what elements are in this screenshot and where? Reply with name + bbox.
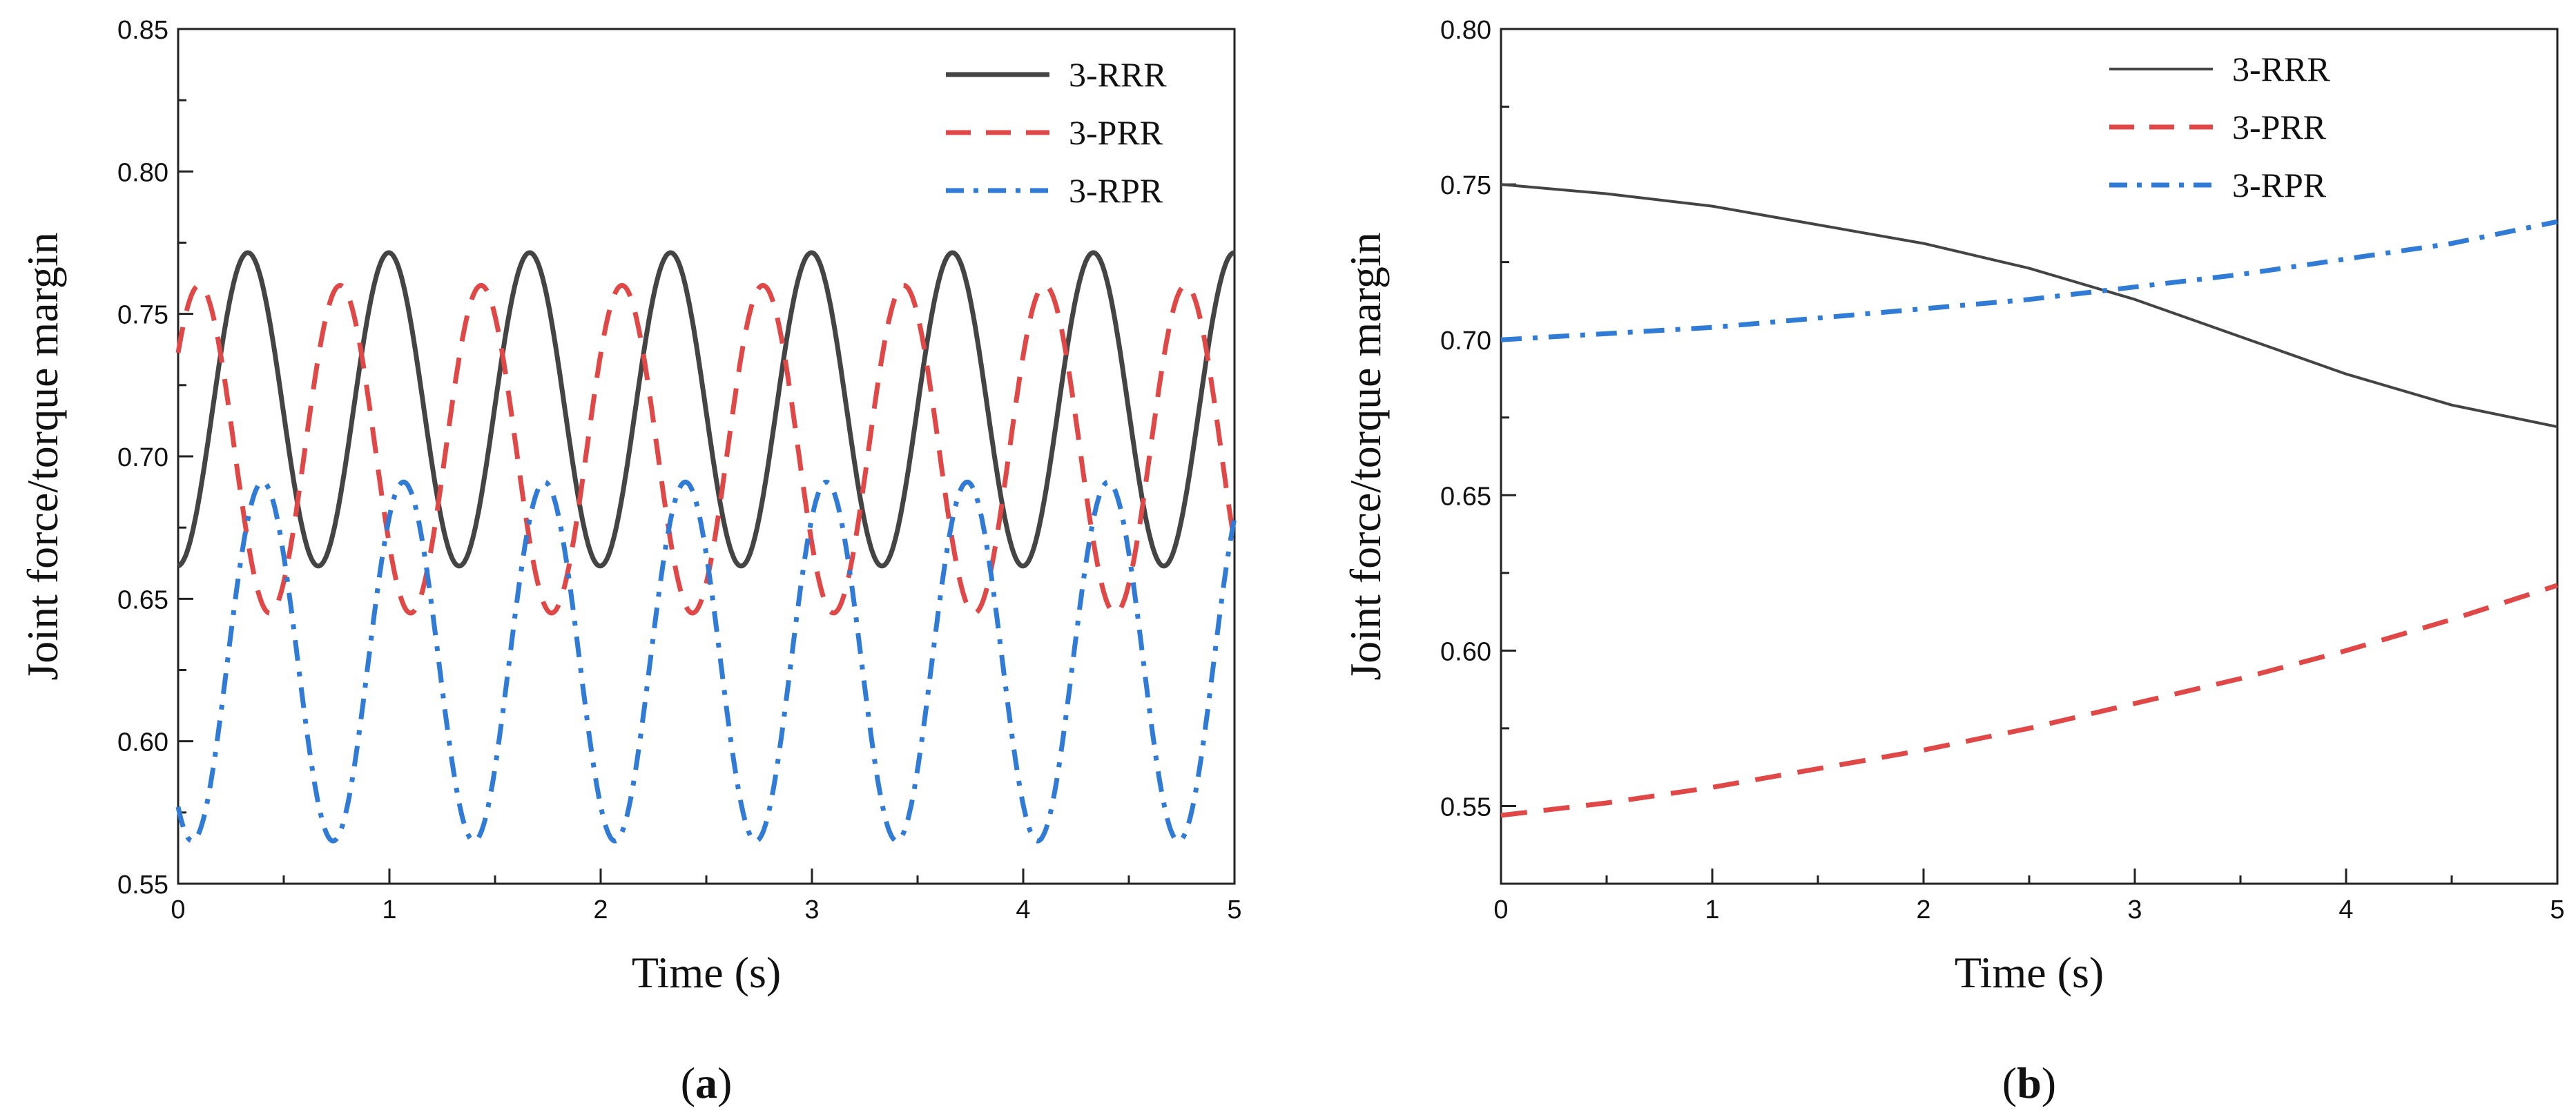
- y-tick-label-b: 0.55: [1440, 793, 1491, 822]
- y-tick-label-b: 0.75: [1440, 171, 1491, 200]
- x-tick-label-b: 4: [2338, 895, 2353, 924]
- y-axis-label-b: Joint force/torque margin: [1341, 232, 1390, 680]
- x-axis-label-a: Time (s): [632, 948, 781, 997]
- panel-label-b: (b): [2002, 1058, 2056, 1107]
- legend-b: 3-RRR 3-PRR 3-RPR: [2109, 50, 2330, 204]
- series-line-3-RPR-a: [175, 479, 1237, 844]
- legend-label-3-PRR-b: 3-PRR: [2232, 108, 2327, 146]
- x-tick-label-a: 0: [171, 895, 185, 924]
- x-tick-label-b: 3: [2127, 895, 2142, 924]
- series-line-3-RPR-b: [1500, 219, 2558, 342]
- plot-frame-b: [1500, 28, 2559, 885]
- x-tick-label-b: 5: [2550, 895, 2564, 924]
- legend-a: 3-RRR 3-PRR 3-RPR: [946, 55, 1167, 210]
- series-line-3-RRR-b: [1500, 183, 2558, 429]
- y-tick-label-b: 0.65: [1440, 482, 1491, 511]
- x-tick-label-b: 2: [1916, 895, 1930, 924]
- legend-label-3-RPR-b: 3-RPR: [2232, 166, 2327, 204]
- x-tick-label-b: 1: [1705, 895, 1719, 924]
- y-tick-label-b: 0.70: [1440, 327, 1491, 356]
- y-tick-label-b: 0.80: [1440, 16, 1491, 45]
- y-tick-label-a: 0.65: [117, 585, 168, 614]
- plot-frame-a: [177, 28, 1236, 885]
- y-tick-label-a: 0.75: [117, 301, 168, 330]
- legend-label-3-RPR-a: 3-RPR: [1069, 171, 1163, 210]
- legend-label-3-RRR-a: 3-RRR: [1069, 55, 1167, 94]
- y-tick-label-a: 0.80: [117, 158, 168, 187]
- x-tick-label-b: 0: [1493, 895, 1508, 924]
- series-line-3-PRR-b: [1500, 583, 2559, 818]
- chart-a: 0 1 2 3 4 5 0.55 0.60 0.65 0.70 0.75 0.80 0.85 3-RRR…: [18, 16, 1242, 1107]
- chart-b: 0 1 2 3 4 5 0.55 0.60 0.65 0.70 0.75 0.80 3-RRR 3-PR…: [1341, 16, 2565, 1107]
- y-tick-label-a: 0.70: [117, 443, 168, 472]
- legend-label-3-RRR-b: 3-RRR: [2232, 50, 2330, 88]
- x-tick-label-a: 4: [1016, 895, 1030, 924]
- legend-label-3-PRR-a: 3-PRR: [1069, 113, 1163, 152]
- y-axis-label-a: Joint force/torque margin: [18, 232, 67, 680]
- y-tick-label-a: 0.55: [117, 871, 168, 900]
- series-line-3-PRR-a: [175, 282, 1237, 616]
- series-line-3-RRR-a: [176, 250, 1237, 569]
- y-tick-label-a: 0.60: [117, 728, 168, 757]
- x-axis-label-b: Time (s): [1955, 948, 2104, 997]
- y-tick-label-a: 0.85: [117, 16, 168, 45]
- x-tick-label-a: 5: [1227, 895, 1241, 924]
- x-tick-label-a: 3: [804, 895, 819, 924]
- panel-label-a: (a): [681, 1058, 733, 1107]
- x-tick-label-a: 1: [382, 895, 396, 924]
- y-tick-label-b: 0.60: [1440, 637, 1491, 666]
- x-tick-label-a: 2: [593, 895, 608, 924]
